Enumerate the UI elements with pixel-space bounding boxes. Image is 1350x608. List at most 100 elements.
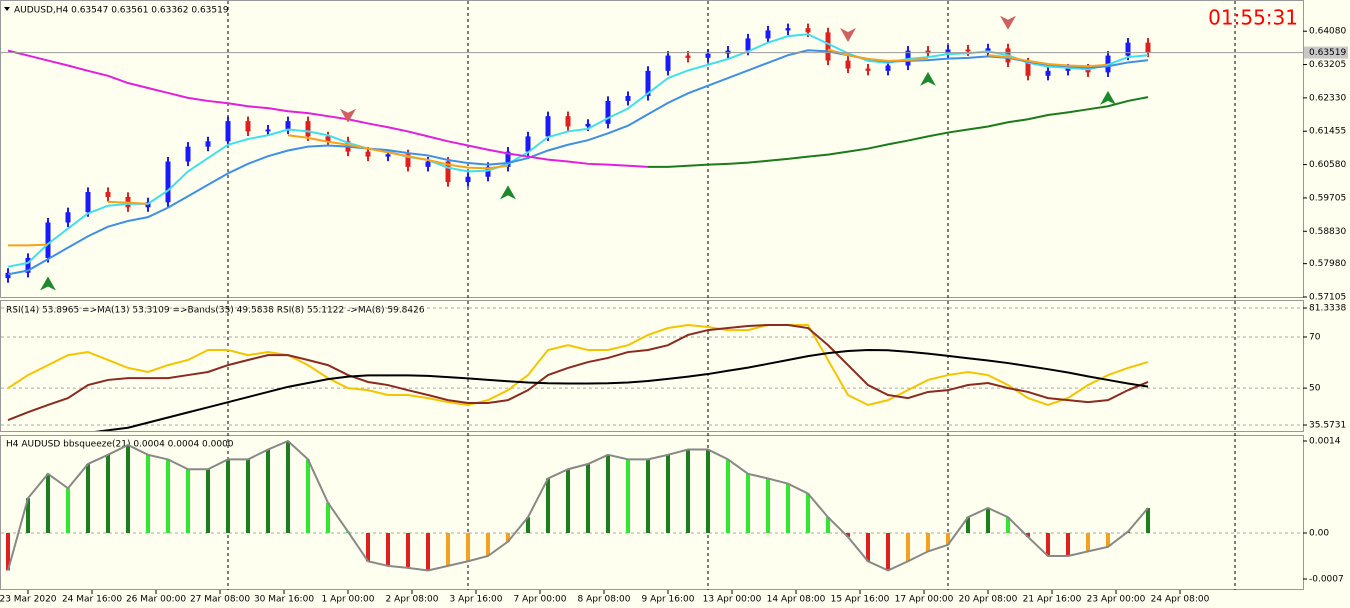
candle-body (185, 146, 191, 162)
candle-body (865, 68, 871, 71)
price-header: AUDUSD,H4 0.63547 0.63561 0.63362 0.6351… (14, 6, 229, 16)
candle-body (525, 136, 531, 152)
indicator-line (7, 323, 1149, 422)
sell-arrow (1000, 15, 1016, 30)
y-tick-label: -0.0007 (1309, 575, 1344, 585)
candle-body (605, 100, 611, 124)
candle-body (685, 55, 691, 58)
time-label: 1 Apr 00:00 (322, 595, 375, 605)
candle-body (265, 129, 271, 132)
current-price-box (1304, 46, 1348, 59)
current-price-label: 0.63519 (1309, 48, 1346, 58)
plot-area (5, 15, 1151, 291)
indicator-line (94, 349, 1149, 431)
squeeze-panel (0, 435, 1304, 590)
y-tick-label: 0.57105 (1309, 293, 1346, 303)
candle-body (545, 116, 551, 137)
y-tick-label: 0.0014 (1309, 437, 1341, 447)
candle-body (645, 70, 651, 96)
timer: 01:55:31 (1208, 6, 1298, 30)
candle-body (565, 116, 571, 127)
candle-body (985, 48, 991, 52)
y-tick-label: 0.57980 (1309, 259, 1346, 269)
plot-area (1, 439, 1303, 572)
time-label: 30 Mar 16:00 (254, 595, 314, 605)
candle-body (745, 38, 751, 51)
y-tick-label: 70 (1309, 332, 1321, 342)
buy-arrow (920, 71, 936, 86)
candle-body (625, 95, 631, 101)
time-label: 20 Apr 08:00 (959, 595, 1018, 605)
indicator-line (648, 96, 1149, 168)
candle-body (385, 154, 391, 157)
y-tick-label: 50 (1309, 384, 1321, 394)
y-tick-label: 0.63205 (1309, 60, 1346, 70)
candle-body (1025, 62, 1031, 76)
time-label: 15 Apr 16:00 (831, 595, 890, 605)
candle-body (465, 176, 471, 183)
time-label: 24 Mar 16:00 (62, 595, 122, 605)
time-label: 23 Apr 00:00 (1087, 595, 1146, 605)
candle-body (1065, 68, 1071, 71)
candle-body (885, 65, 891, 71)
y-tick-label: 0.60580 (1309, 160, 1346, 170)
candle-body (425, 161, 431, 167)
time-label: 9 Apr 16:00 (642, 595, 695, 605)
indicator-line (7, 33, 1149, 268)
y-tick-label: 0.00 (1309, 529, 1329, 539)
candle-body (325, 136, 331, 142)
buy-arrow (500, 185, 516, 200)
candle-body (485, 166, 491, 177)
plot-area (1, 307, 1303, 431)
day-separators (227, 1, 1236, 590)
candle-body (965, 49, 971, 52)
candle-body (945, 49, 951, 54)
candle-body (925, 50, 931, 54)
buy-arrow (40, 276, 56, 291)
time-label: 17 Apr 00:00 (895, 595, 954, 605)
indicator-line (8, 48, 1109, 247)
candle-body (225, 121, 231, 142)
y-tick-label: 81.3338 (1309, 304, 1346, 314)
candle-body (365, 151, 371, 157)
candle-body (5, 272, 11, 279)
sell-arrow (840, 27, 856, 42)
y-tick-label: 0.61455 (1309, 127, 1346, 137)
candle-body (1125, 42, 1131, 56)
candle-body (305, 121, 311, 137)
time-label: 7 Apr 00:00 (514, 595, 567, 605)
time-label: 23 Mar 2020 (0, 595, 57, 605)
candle-body (105, 192, 111, 197)
time-label: 2 Apr 08:00 (386, 595, 439, 605)
indicator-line (7, 439, 1149, 572)
indicator-line (7, 323, 1149, 407)
time-label: 8 Apr 08:00 (578, 595, 631, 605)
candle-body (1085, 68, 1091, 73)
indicator-line (7, 49, 649, 168)
candle-body (65, 212, 71, 223)
candle-body (1045, 70, 1051, 76)
time-label: 3 Apr 16:00 (450, 595, 503, 605)
candle-body (805, 28, 811, 33)
candle-body (205, 141, 211, 147)
candle-body (405, 154, 411, 167)
candle-body (845, 60, 851, 69)
candle-body (165, 161, 171, 203)
sell-arrow (340, 108, 356, 123)
indicator-line (7, 49, 1149, 276)
time-label: 13 Apr 00:00 (703, 595, 762, 605)
price-panel (0, 0, 1304, 298)
candle-body (45, 222, 51, 258)
candle-body (1145, 42, 1151, 53)
menu-arrow[interactable] (4, 7, 10, 11)
y-tick-label: 0.62330 (1309, 93, 1346, 103)
candle-body (245, 121, 251, 132)
candle-body (705, 53, 711, 58)
candle-body (785, 28, 791, 31)
time-label: 21 Apr 16:00 (1023, 595, 1082, 605)
candle-body (285, 121, 291, 130)
candle-body (765, 30, 771, 39)
rsi-header: RSI(14) 53.8965 =>MA(13) 53.3109 =>Bands… (6, 306, 425, 316)
time-label: 26 Mar 00:00 (126, 595, 186, 605)
